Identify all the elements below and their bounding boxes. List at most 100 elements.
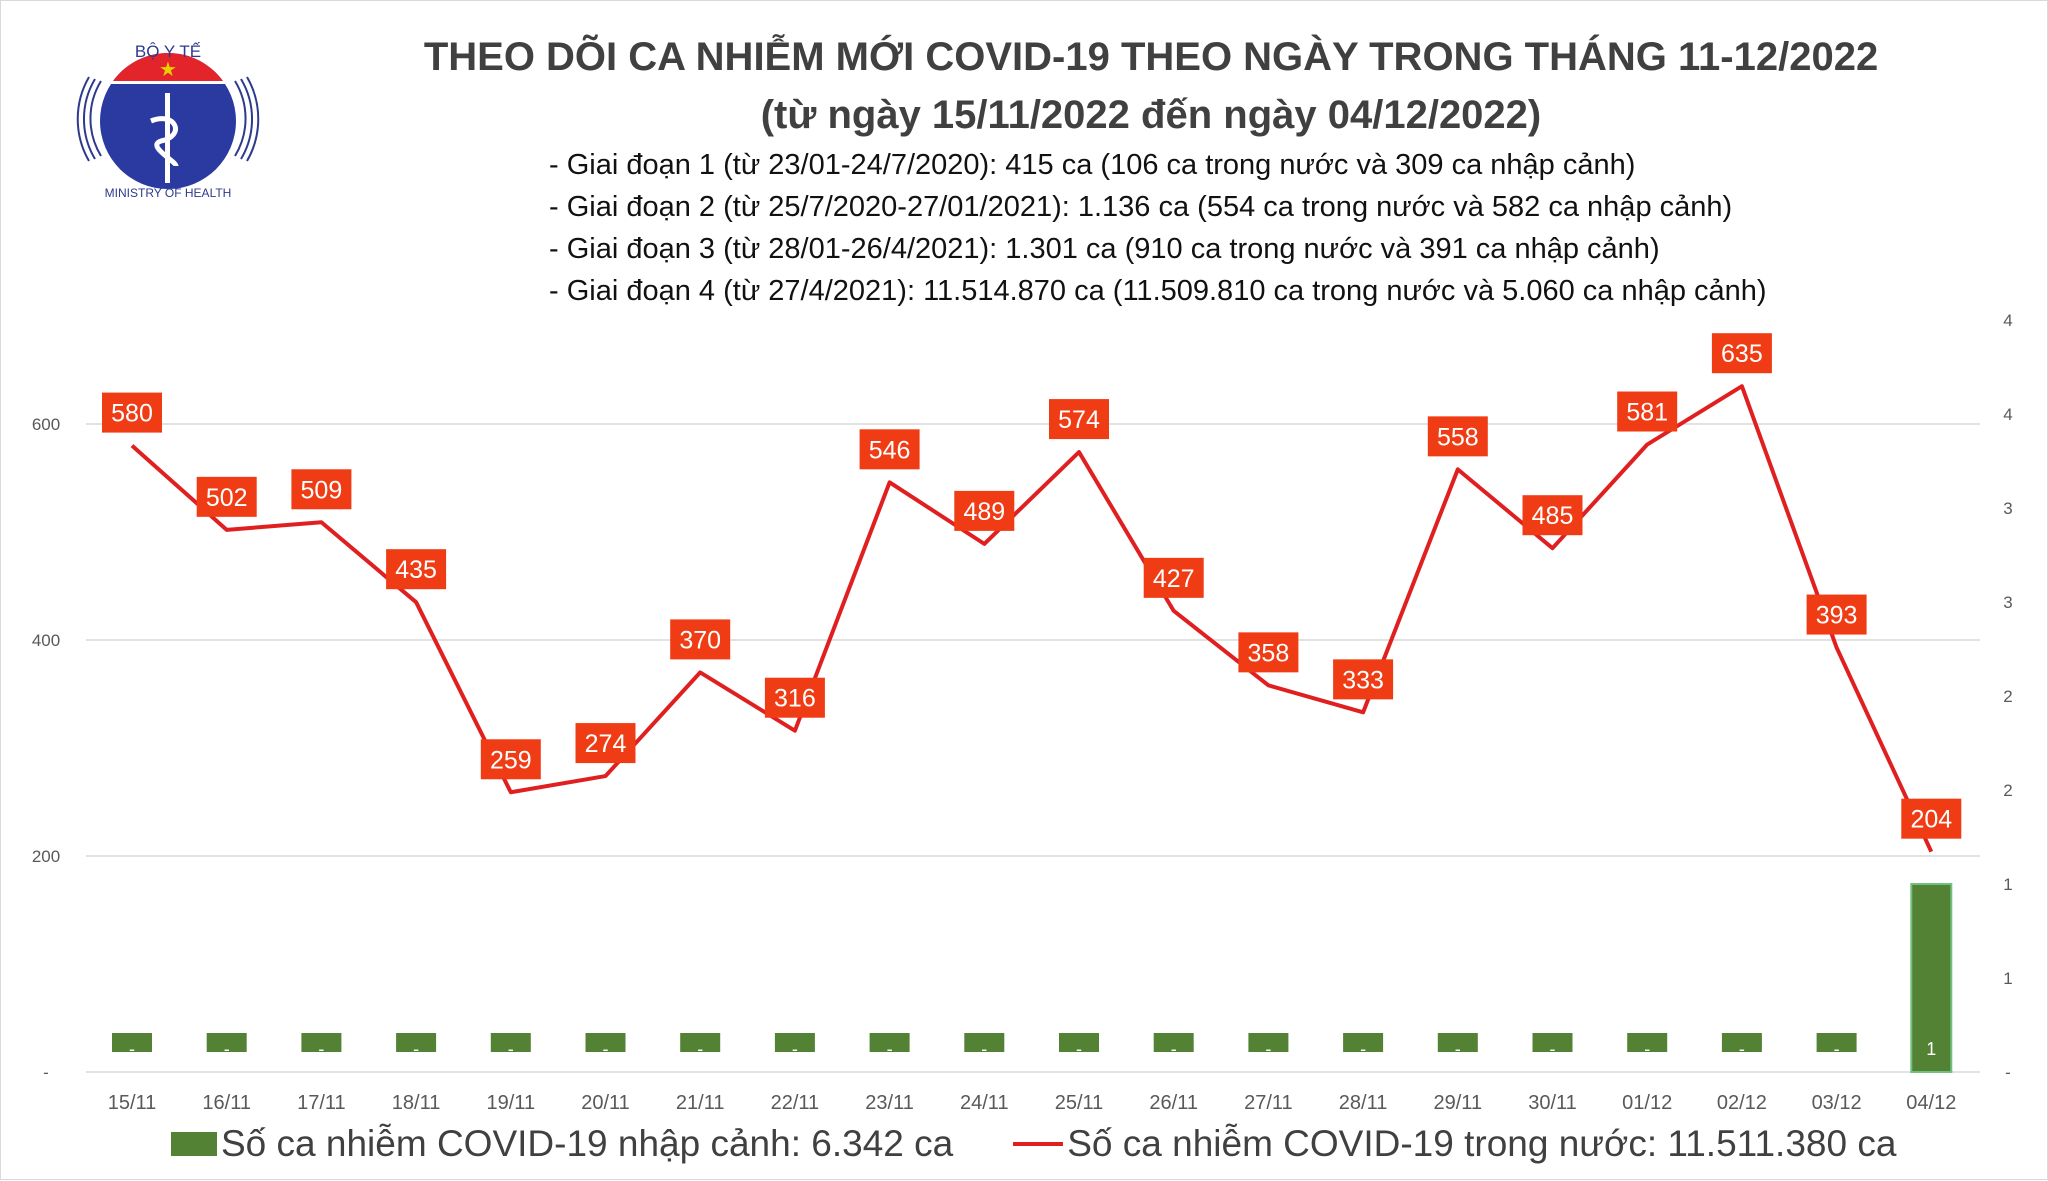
data-label: 259 (490, 746, 532, 774)
note-line: - Giai đoạn 1 (từ 23/01-24/7/2020): 415 … (549, 149, 1636, 181)
data-label-box (386, 549, 447, 590)
data-label-box (291, 469, 352, 510)
data-label-box (1901, 798, 1962, 839)
right-axis-tick: 3 (2003, 499, 2012, 518)
data-label-box (1427, 416, 1488, 457)
x-axis-tick: 27/11 (1244, 1092, 1293, 1114)
data-label-box (1617, 391, 1678, 432)
legend-label-imported: Số ca nhiễm COVID-19 nhập cảnh: 6.342 ca (221, 1123, 954, 1164)
data-label-box (764, 677, 825, 718)
bar-label: - (1360, 1039, 1366, 1059)
data-label-box (1143, 557, 1204, 598)
data-label-box (102, 392, 162, 433)
data-label-box (1333, 659, 1394, 700)
data-label-box (954, 490, 1015, 531)
bar (206, 1033, 247, 1052)
data-label-box (1522, 495, 1583, 536)
bar (774, 1033, 815, 1052)
data-label-box (575, 723, 636, 764)
data-label-box (670, 619, 731, 660)
bar (964, 1033, 1005, 1052)
left-axis-tick: 600 (32, 415, 60, 434)
data-label: 274 (585, 730, 627, 758)
data-label: 581 (1626, 399, 1668, 427)
bar-label: - (1265, 1039, 1271, 1059)
bar-label: - (508, 1039, 514, 1059)
bar-label: - (129, 1039, 135, 1059)
data-label: 393 (1816, 602, 1858, 630)
bar (1627, 1033, 1668, 1052)
data-label: 204 (1910, 806, 1952, 834)
bar-label: - (697, 1039, 703, 1059)
bar-label: - (318, 1039, 324, 1059)
data-label: 558 (1437, 423, 1479, 451)
bar-label: - (1550, 1039, 1556, 1059)
x-axis-tick: 17/11 (297, 1092, 346, 1114)
data-label: 427 (1153, 565, 1195, 593)
bar-label: - (413, 1039, 419, 1059)
bar (490, 1033, 531, 1052)
chart-subtitle: (từ ngày 15/11/2022 đến ngày 04/12/2022) (760, 93, 1542, 137)
bar (680, 1033, 721, 1052)
x-axis-tick: 15/11 (108, 1092, 157, 1114)
bar (396, 1033, 437, 1052)
bar (585, 1033, 626, 1052)
x-axis-tick: 28/11 (1339, 1092, 1388, 1114)
x-axis-tick: 29/11 (1434, 1092, 1483, 1114)
bar-label: - (887, 1039, 893, 1059)
bar (1343, 1033, 1384, 1052)
left-axis-tick: 200 (32, 847, 60, 866)
legend-swatch-line (1013, 1142, 1064, 1146)
logo: ★ BỘ Y TẾ MINISTRY OF HEALTH (76, 42, 260, 200)
right-axis-tick: - (2005, 1063, 2011, 1082)
data-label-box (1049, 399, 1109, 440)
data-label: 435 (395, 556, 437, 584)
data-label: 489 (963, 498, 1005, 526)
data-label: 574 (1058, 406, 1100, 434)
data-label: 370 (679, 626, 721, 654)
data-label: 485 (1532, 502, 1574, 530)
bar-label: - (1455, 1039, 1461, 1059)
data-label: 546 (869, 436, 911, 464)
bar-label: - (1739, 1039, 1745, 1059)
bar (1816, 1033, 1857, 1052)
x-axis-tick: 22/11 (771, 1092, 820, 1114)
data-label-box (859, 429, 920, 470)
data-label-box (1806, 594, 1867, 635)
right-axis-tick: 4 (2003, 405, 2012, 424)
bar-label: 1 (1926, 1039, 1936, 1059)
x-axis-tick: 04/12 (1906, 1092, 1956, 1114)
bar (112, 1033, 152, 1052)
x-axis-tick: 23/11 (865, 1092, 914, 1114)
note-line: - Giai đoạn 3 (từ 28/01-26/4/2021): 1.30… (549, 233, 1660, 265)
note-line: - Giai đoạn 4 (từ 27/4/2021): 11.514.870… (549, 275, 1767, 307)
x-axis-tick: 26/11 (1149, 1092, 1198, 1114)
bar (1910, 883, 1953, 1073)
data-label: 333 (1342, 666, 1384, 694)
note-line: - Giai đoạn 2 (từ 25/7/2020-27/01/2021):… (549, 191, 1733, 223)
left-axis-tick: - (43, 1063, 49, 1082)
x-axis-tick: 21/11 (676, 1092, 725, 1114)
bar (1437, 1033, 1478, 1052)
data-label: 316 (774, 685, 816, 713)
domestic-cases-line (130, 384, 1934, 853)
data-label-box (196, 476, 257, 517)
bar-label: - (792, 1039, 798, 1059)
right-axis-tick: 2 (2003, 687, 2012, 706)
bar-label: - (224, 1039, 230, 1059)
x-axis-tick: 03/12 (1812, 1092, 1862, 1114)
data-label-box (1711, 333, 1772, 374)
data-label: 580 (111, 400, 153, 428)
chart-title: THEO DÕI CA NHIỄM MỚI COVID-19 THEO NGÀY… (423, 35, 1879, 79)
bar-label: - (1076, 1039, 1082, 1059)
x-axis-tick: 24/11 (960, 1092, 1009, 1114)
logo-text: MINISTRY OF HEALTH (105, 186, 232, 200)
bar (1248, 1033, 1289, 1052)
right-axis-tick: 2 (2003, 781, 2012, 800)
bar (869, 1033, 910, 1052)
bar (1532, 1033, 1573, 1052)
x-axis-tick: 25/11 (1055, 1092, 1104, 1114)
right-axis-tick: 4 (2003, 311, 2012, 330)
bar-label: - (603, 1039, 609, 1059)
